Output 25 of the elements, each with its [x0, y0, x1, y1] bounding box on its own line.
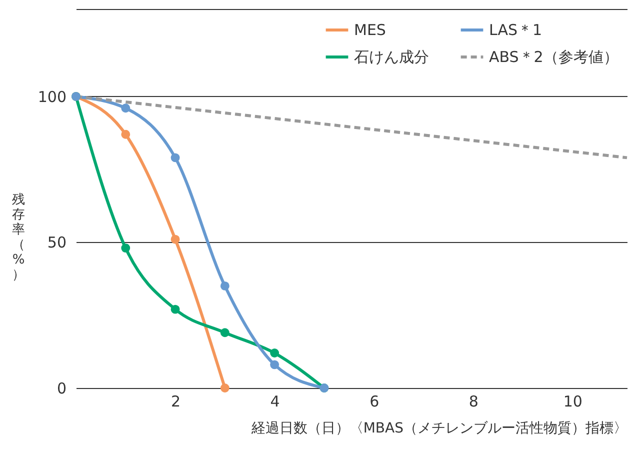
- y-tick-label: 50: [47, 234, 66, 252]
- point: [121, 244, 130, 253]
- x-axis-title: 経過日数（日）〈MBAS（メチレンブルー活性物質）指標〉: [250, 420, 628, 436]
- legend-label: MES: [354, 21, 386, 39]
- point: [220, 328, 230, 338]
- legend-label: LAS＊1: [489, 21, 542, 39]
- x-tick-label: 10: [563, 392, 582, 410]
- point: [220, 282, 230, 290]
- point: [121, 104, 130, 113]
- point: [170, 153, 180, 162]
- point: [170, 304, 180, 314]
- y-tick-label: 0: [56, 380, 66, 398]
- point: [270, 348, 280, 358]
- point: [121, 130, 130, 139]
- x-tick-label: 8: [468, 392, 478, 410]
- x-tick-label: 2: [171, 392, 181, 410]
- point: [220, 384, 230, 392]
- legend-label: 石けん成分: [354, 48, 429, 66]
- y-tick-label: 100: [38, 88, 66, 106]
- point: [170, 234, 180, 244]
- legend-label: ABS＊2（参考値）: [489, 48, 618, 66]
- y-axis-title: 残存率（%）: [12, 192, 25, 282]
- x-tick-label: 6: [370, 392, 380, 410]
- x-tick-label: 4: [270, 392, 280, 410]
- point: [270, 360, 280, 370]
